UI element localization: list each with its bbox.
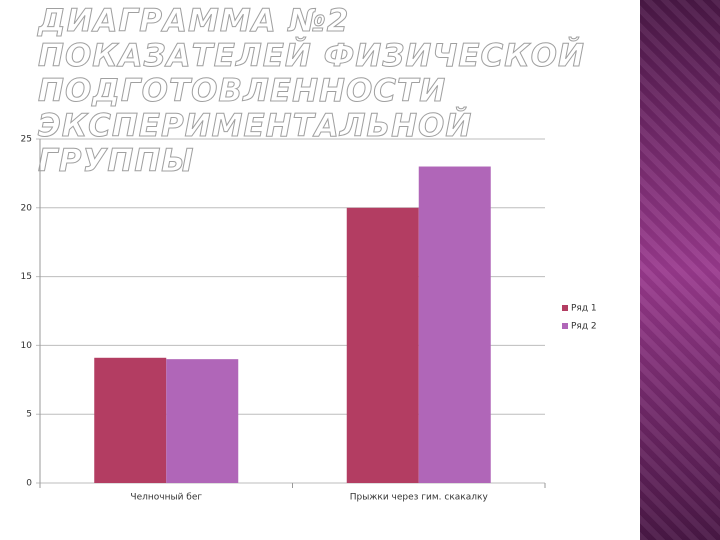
legend-swatch [562,323,568,329]
bar [346,207,419,484]
y-tick-label: 20 [21,203,33,213]
chart: 0 5 10 15 20 25 Челночный бег Прыжки через гим.… [21,135,597,503]
bar [94,357,167,483]
bar [418,166,491,483]
y-tick-label: 25 [21,135,32,145]
x-tick-label: Челночный бег [130,493,202,503]
y-tick-label: 0 [26,479,32,489]
y-tick-label: 15 [21,272,32,282]
x-tick-label: Прыжки через гим. скакалку [350,493,489,503]
bar [166,359,239,483]
legend-label: Ряд 2 [571,322,597,332]
slide-title: ДИАГРАММА №2 ПОКАЗАТЕЛЕЙ ФИЗИЧЕСКОЙ ПОДГ… [38,3,585,179]
legend-swatch [562,305,568,311]
legend-label: Ряд 1 [571,304,597,314]
y-tick-label: 5 [26,410,32,420]
side-panel [640,0,720,540]
y-tick-label: 10 [21,341,33,351]
